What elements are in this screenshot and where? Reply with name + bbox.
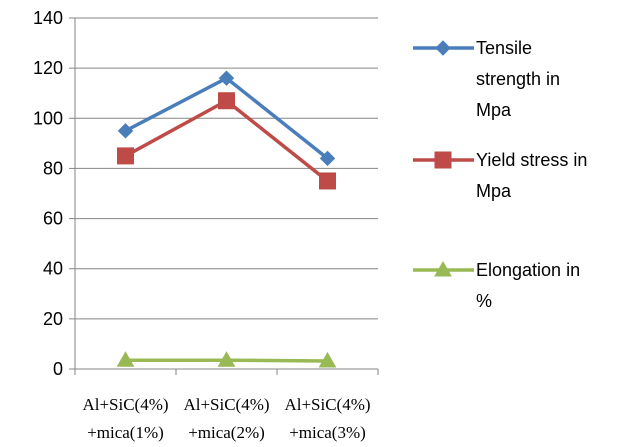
y-tick-label: 40 <box>43 259 63 279</box>
legend-marker-diamond <box>435 40 451 56</box>
legend-label: Elongation in% <box>476 260 580 311</box>
y-tick-label: 120 <box>33 58 63 78</box>
data-point-triangle <box>217 351 236 367</box>
legend-marker-square <box>434 151 452 169</box>
legend-label: Yield stress in Mpa <box>476 150 587 201</box>
x-tick-label: Al+SiC(4%) +mica(2%) <box>183 395 269 442</box>
data-point-diamond <box>319 150 336 167</box>
data-point-diamond <box>117 123 134 139</box>
y-tick-label: 100 <box>33 108 63 128</box>
data-point-square <box>117 147 134 165</box>
y-tick-label: 60 <box>43 209 63 229</box>
series-line-square <box>124 98 329 183</box>
data-point-diamond <box>218 70 235 86</box>
x-tick-label: Al+SiC(4%) +mica(1%) <box>82 395 168 442</box>
y-tick-label: 140 <box>33 8 63 28</box>
x-tick-label: Al+SiC(4%) +mica(3%) <box>284 395 370 442</box>
data-point-square <box>319 172 336 190</box>
y-tick-label: 20 <box>43 309 63 329</box>
y-tick-label: 80 <box>43 158 63 178</box>
data-point-triangle <box>116 351 135 367</box>
y-tick-label: 0 <box>53 359 63 379</box>
legend-label: Tensile strength in Mpa <box>476 38 560 120</box>
legend-marker-triangle <box>434 260 452 277</box>
data-point-triangle <box>318 351 337 368</box>
data-point-square <box>218 92 235 110</box>
